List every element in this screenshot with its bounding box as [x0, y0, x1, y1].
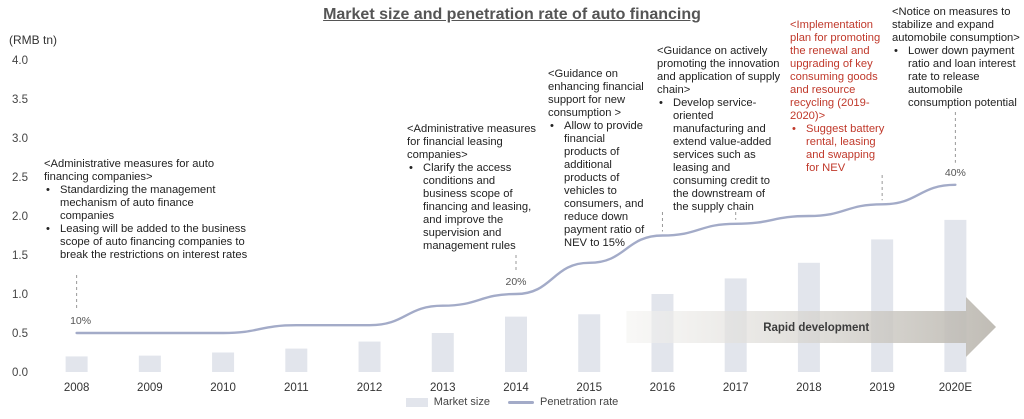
penetration-rate-line — [75, 183, 957, 335]
bar-2014 — [505, 316, 527, 372]
x-tick-label-2012: 2012 — [357, 382, 383, 394]
x-tick-label-2019: 2019 — [869, 382, 895, 394]
y-tick-label: 3.5 — [12, 94, 28, 106]
y-tick-label: 0.5 — [12, 328, 28, 340]
bar-2013 — [431, 333, 454, 372]
y-tick-label: 1.5 — [12, 250, 28, 262]
annotation-2014-bullet-1: Clarify the access conditions and busine… — [407, 162, 539, 253]
x-tick-label-2009: 2009 — [137, 382, 163, 394]
x-tick-label-2015: 2015 — [576, 382, 602, 394]
penetration-label-2014: 20% — [505, 276, 526, 288]
x-tick-label-2008: 2008 — [64, 382, 90, 394]
bar-2009 — [138, 355, 161, 372]
y-tick-label: 1.0 — [12, 289, 28, 301]
y-tick-label: 0.0 — [12, 367, 28, 379]
annotation-2014: <Administrative measures for financial l… — [407, 123, 539, 253]
annotation-2019: <Implementation plan for promoting the r… — [790, 19, 888, 175]
bar-2012 — [358, 341, 381, 372]
annotation-2014-title: <Administrative measures for financial l… — [407, 123, 537, 161]
annotation-2008: <Administrative measures for auto financ… — [44, 158, 249, 262]
x-tick-label-2017: 2017 — [723, 382, 749, 394]
legend-label-penetration-rate: Penetration rate — [539, 396, 619, 408]
chart-title: Market size and penetration rate of auto… — [323, 6, 701, 23]
x-tick-label-2010: 2010 — [210, 382, 236, 394]
x-tick-label-2011: 2011 — [284, 382, 309, 394]
line-series: 10% 20% 40% — [70, 167, 966, 335]
legend-label-market-size: Market size — [433, 396, 490, 408]
rapid-development-label: Rapid development — [763, 322, 869, 334]
x-tick-label-2018: 2018 — [796, 382, 822, 394]
y-tick-label: 4.0 — [12, 55, 28, 67]
annotation-2020-title: <Notice on measures to stabilize and exp… — [892, 6, 1020, 44]
legend-item-market-size: Market size — [405, 396, 490, 408]
annotation-2019-bullet-1: Suggest battery rental, leasing and swap… — [790, 123, 888, 175]
x-axis-ticks: 2008 2009 2010 2011 2012 2013 2014 2015 2016 2017… — [64, 382, 973, 394]
annotation-2019-title: <Implementation plan for promoting the r… — [790, 19, 881, 122]
bar-2011 — [285, 348, 308, 372]
annotation-2020-bullet-1: Lower down payment ratio and loan intere… — [892, 45, 1020, 110]
y-axis-unit-label: (RMB tn) — [9, 33, 57, 47]
bar-2010 — [212, 352, 235, 372]
rapid-development-arrow: Rapid development — [626, 297, 996, 357]
x-tick-label-2020E: 2020E — [939, 382, 973, 394]
penetration-label-2020E: 40% — [945, 167, 966, 179]
rapid-development-arrow-shape — [626, 297, 996, 357]
bar-2019 — [871, 239, 894, 372]
annotation-2017: <Guidance on actively promoting the inno… — [657, 45, 781, 214]
annotation-2017-bullet-1: Develop service-oriented manufacturing a… — [657, 97, 781, 214]
legend-swatch-line — [507, 400, 534, 404]
y-tick-label: 2.0 — [12, 211, 28, 223]
y-tick-label: 2.5 — [12, 172, 28, 184]
annotation-2020: <Notice on measures to stabilize and exp… — [892, 6, 1020, 110]
y-tick-label: 3.0 — [12, 133, 28, 145]
legend-swatch-bar — [405, 397, 428, 407]
x-tick-label-2014: 2014 — [503, 382, 529, 394]
annotation-2016: <Guidance on enhancing financial support… — [548, 68, 650, 250]
penetration-label-2008: 10% — [70, 315, 91, 327]
bar-2015 — [578, 314, 601, 372]
x-tick-label-2016: 2016 — [650, 382, 676, 394]
chart-legend: Market size Penetration rate — [0, 396, 1024, 408]
bar-2020E — [944, 219, 967, 372]
annotation-2008-title: <Administrative measures for auto financ… — [44, 158, 215, 183]
annotation-2017-title: <Guidance on actively promoting the inno… — [657, 45, 781, 96]
annotation-2016-bullet-1: Allow to provide financial products of a… — [548, 120, 650, 250]
bar-2008 — [65, 356, 88, 372]
annotation-2008-bullet-1: Standardizing the management mechanism o… — [44, 184, 249, 223]
y-axis-ticks: 4.0 3.5 3.0 2.5 2.0 1.5 1.0 0.5 0.0 — [12, 55, 28, 379]
legend-item-penetration-rate: Penetration rate — [507, 396, 619, 408]
x-tick-label-2013: 2013 — [430, 382, 456, 394]
annotation-2016-title: <Guidance on enhancing financial support… — [548, 68, 644, 119]
annotation-2008-bullet-2: Leasing will be added to the business sc… — [44, 223, 249, 262]
